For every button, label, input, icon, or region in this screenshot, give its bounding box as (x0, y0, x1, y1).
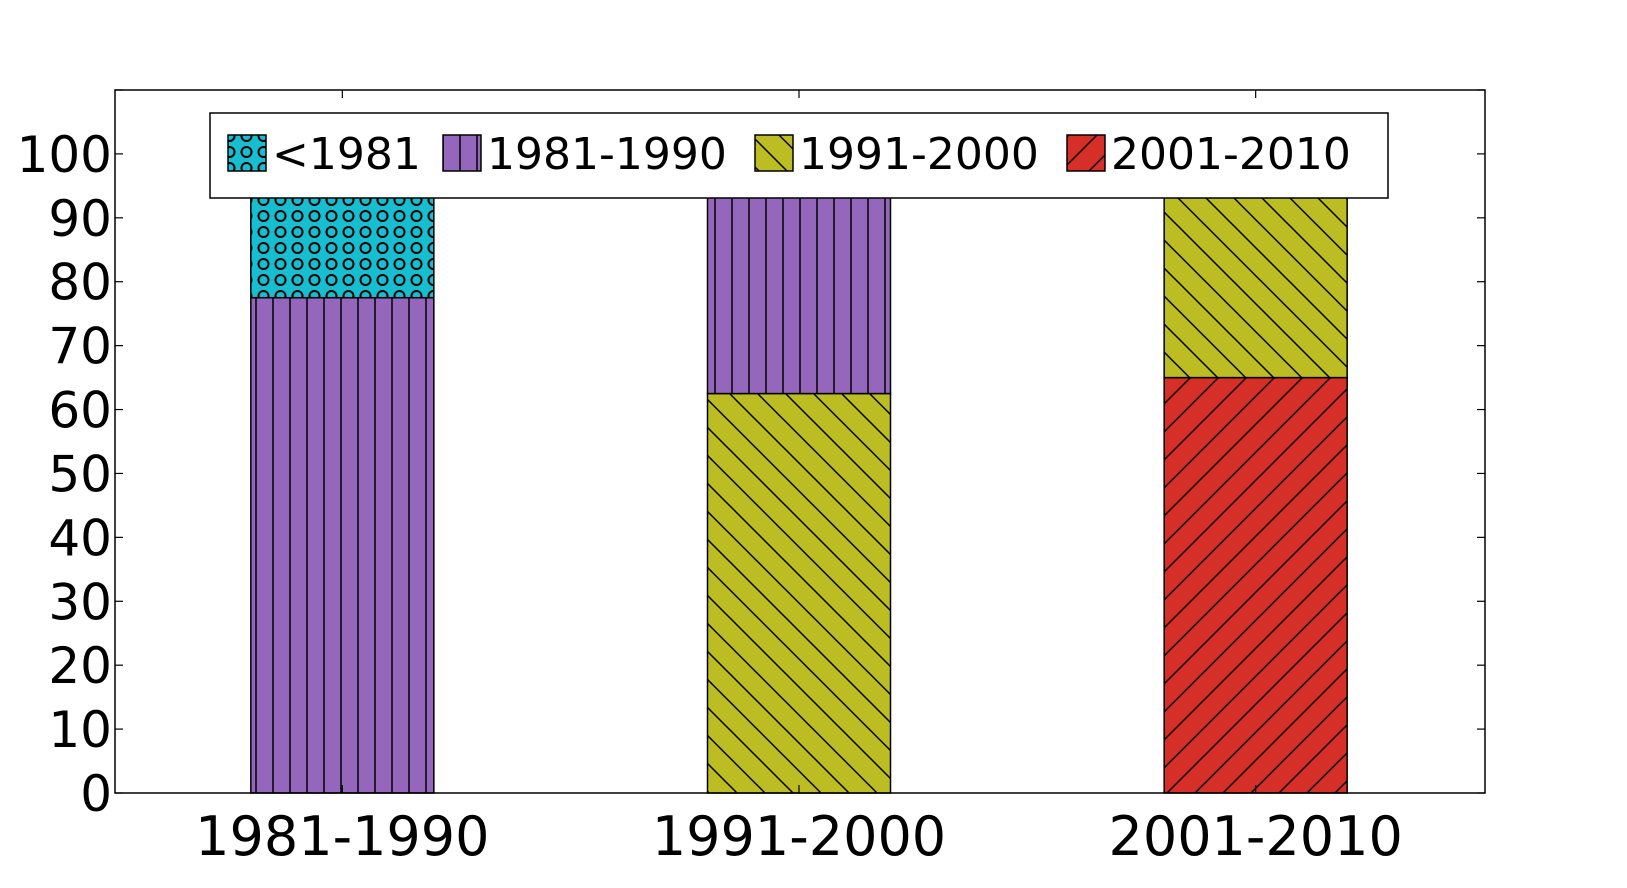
legend-swatch (1066, 134, 1106, 172)
legend-label: <1981 (272, 129, 421, 180)
y-tick-label: 40 (48, 509, 112, 567)
y-tick-label: 10 (48, 701, 112, 759)
y-tick-label: 50 (48, 445, 112, 503)
bar-segment (1163, 376, 1348, 794)
legend-label: 1991-2000 (799, 129, 1039, 180)
y-tick-label: 80 (48, 254, 112, 312)
bar-segment (250, 296, 435, 794)
x-category-label: 2001-2010 (1108, 805, 1402, 868)
y-tick-label: 70 (48, 318, 112, 376)
y-tick-label: 20 (48, 637, 112, 695)
legend-label: 1981-1990 (487, 129, 727, 180)
legend-box (209, 112, 1389, 199)
legend-swatch (227, 134, 267, 172)
y-tick-label: 60 (48, 382, 112, 440)
y-tick-label: 30 (48, 573, 112, 631)
plot-frame (114, 89, 1486, 794)
legend-label: 2001-2010 (1111, 129, 1351, 180)
y-tick-label: 100 (17, 126, 112, 184)
x-category-label: 1991-2000 (652, 805, 946, 868)
legend-swatch (754, 134, 794, 172)
y-tick-label: 90 (48, 190, 112, 248)
bar-segment (706, 392, 892, 794)
legend-swatch (442, 134, 482, 172)
y-tick-label: 0 (80, 765, 112, 823)
bar-segment (1163, 178, 1348, 379)
bar-segment (706, 165, 892, 395)
x-category-label: 1981-1990 (195, 805, 489, 868)
